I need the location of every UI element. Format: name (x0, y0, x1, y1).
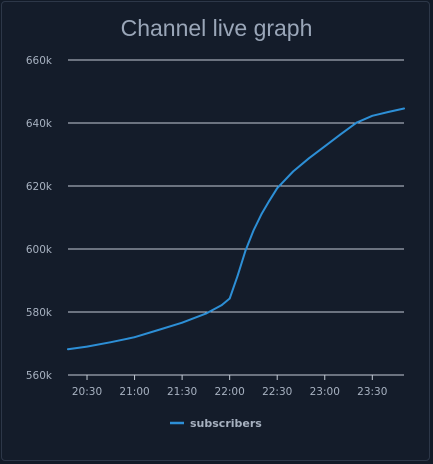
data-point (157, 329, 160, 331)
data-point (260, 213, 263, 216)
x-axis-ticks: 20:30 21:00 21:30 22:00 22:30 23:00 23:30 (72, 375, 387, 398)
series-line-subscribers (67, 107, 405, 351)
data-point (67, 348, 69, 351)
data-point (181, 321, 184, 324)
data-point (109, 341, 112, 344)
data-point (308, 157, 310, 160)
y-tick-label: 660k (26, 55, 53, 67)
data-point (204, 312, 207, 315)
y-tick-label: 600k (26, 244, 53, 256)
x-tick-label: 23:00 (310, 386, 340, 398)
data-point (403, 107, 405, 110)
data-point (355, 121, 358, 124)
y-tick-label: 640k (26, 118, 53, 130)
data-point (228, 297, 231, 300)
y-tick-label: 620k (26, 181, 53, 193)
x-tick-label: 20:30 (72, 386, 102, 398)
data-point (387, 111, 390, 113)
y-axis-ticks: 560k 580k 600k 620k 640k 660k (26, 55, 53, 382)
data-point (252, 229, 255, 232)
x-tick-label: 23:30 (357, 386, 387, 398)
data-point (292, 170, 294, 173)
x-tick-label: 21:30 (167, 386, 197, 398)
data-point (220, 304, 223, 306)
x-tick-label: 21:00 (119, 386, 149, 398)
data-point (244, 249, 247, 252)
y-tick-label: 560k (26, 370, 53, 382)
data-point (133, 336, 136, 339)
data-point (276, 187, 279, 190)
data-point (236, 274, 239, 277)
data-point (86, 345, 88, 348)
data-point (371, 114, 374, 117)
legend[interactable]: subscribers (170, 417, 262, 430)
data-point (323, 145, 326, 148)
gridlines (68, 59, 404, 313)
x-tick-label: 22:00 (215, 386, 245, 398)
data-point (339, 133, 342, 136)
data-point (268, 199, 271, 202)
y-tick-label: 580k (26, 307, 53, 319)
legend-label[interactable]: subscribers (190, 417, 262, 430)
x-tick-label: 22:30 (262, 386, 292, 398)
chart-title: Channel live graph (120, 15, 313, 41)
series-layer (67, 107, 405, 351)
